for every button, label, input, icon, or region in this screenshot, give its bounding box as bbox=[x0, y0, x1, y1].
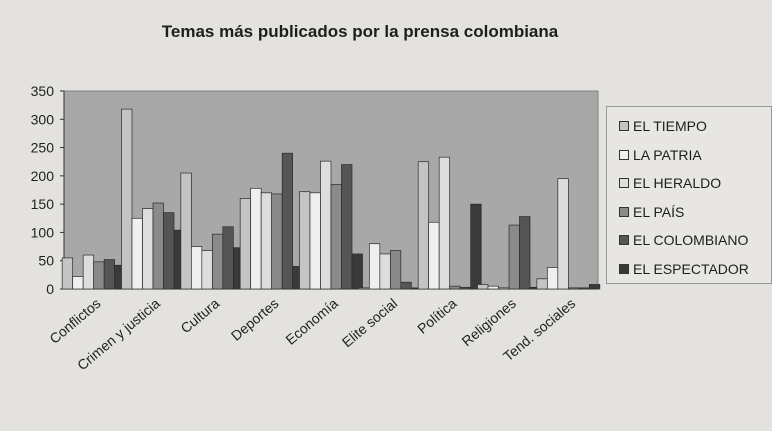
legend-label: EL COLOMBIANO bbox=[633, 232, 749, 248]
legend-label: EL PAÍS bbox=[633, 203, 685, 220]
bar bbox=[438, 156, 451, 290]
bar bbox=[400, 281, 412, 290]
bar bbox=[320, 160, 332, 290]
bar bbox=[222, 226, 234, 290]
legend-swatch bbox=[619, 178, 629, 188]
bar bbox=[309, 192, 321, 290]
bar bbox=[417, 161, 430, 290]
bar bbox=[508, 224, 520, 290]
x-category-label: Política bbox=[414, 295, 460, 337]
legend-label: EL ESPECTADOR bbox=[633, 260, 749, 277]
y-tick-label: 200 bbox=[31, 168, 55, 184]
y-tick-label: 100 bbox=[31, 224, 55, 240]
legend-swatch bbox=[619, 206, 629, 217]
y-tick-label: 50 bbox=[38, 253, 54, 269]
bar bbox=[459, 286, 472, 290]
bar bbox=[121, 108, 133, 290]
bar bbox=[341, 164, 353, 290]
bar bbox=[557, 178, 569, 290]
x-category-label: Elite social bbox=[339, 295, 401, 350]
y-ticks: 0 50 100 150 200 250 300 350 bbox=[31, 83, 64, 297]
legend-item: EL ESPECTADOR bbox=[619, 258, 749, 280]
bar bbox=[93, 261, 105, 290]
bar bbox=[260, 192, 273, 290]
bar bbox=[72, 276, 84, 290]
legend-label: LA PATRIA bbox=[633, 146, 702, 163]
bar bbox=[180, 172, 192, 290]
bar bbox=[61, 257, 74, 290]
bar bbox=[142, 208, 154, 290]
bar bbox=[428, 221, 440, 290]
y-tick-label: 300 bbox=[31, 111, 55, 127]
bar bbox=[163, 212, 175, 290]
bar bbox=[82, 254, 95, 290]
legend-item: LA PATRIA bbox=[619, 144, 702, 166]
bar bbox=[152, 202, 164, 290]
bar bbox=[578, 287, 590, 290]
legend-swatch bbox=[619, 263, 629, 274]
bar bbox=[368, 243, 381, 290]
bar bbox=[131, 217, 143, 290]
bar bbox=[567, 287, 580, 290]
bar bbox=[239, 198, 252, 290]
bar bbox=[330, 183, 342, 290]
bar bbox=[201, 250, 213, 290]
bars bbox=[61, 108, 601, 290]
y-tick-label: 250 bbox=[31, 140, 55, 156]
bar bbox=[477, 284, 489, 290]
y-tick-label: 350 bbox=[31, 83, 55, 99]
bar bbox=[389, 250, 402, 290]
bar bbox=[487, 285, 499, 290]
legend-item: EL TIEMPO bbox=[619, 115, 707, 137]
legend-swatch bbox=[619, 235, 629, 245]
x-category-label: Cultura bbox=[177, 295, 222, 336]
bar bbox=[546, 267, 559, 290]
chart-title: Temas más publicados por la prensa colom… bbox=[161, 22, 559, 41]
x-category-label: Deportes bbox=[228, 295, 282, 344]
bar bbox=[211, 233, 224, 290]
bar bbox=[271, 193, 283, 290]
legend-item: EL HERALDO bbox=[619, 172, 721, 194]
bar bbox=[190, 246, 203, 290]
bar bbox=[588, 284, 601, 290]
bar bbox=[519, 216, 531, 290]
bar bbox=[449, 285, 461, 290]
legend-item: EL PAÍS bbox=[619, 201, 684, 223]
x-category-label: Economía bbox=[282, 295, 341, 348]
legend: EL TIEMPO LA PATRIA EL HERALDO EL PAÍS EL CO… bbox=[606, 106, 772, 284]
x-category-label: Conflictos bbox=[46, 295, 103, 347]
bar bbox=[103, 259, 116, 290]
bar bbox=[358, 287, 370, 290]
y-tick-label: 150 bbox=[31, 196, 55, 212]
legend-swatch bbox=[619, 121, 629, 131]
legend-label: EL TIEMPO bbox=[633, 118, 707, 134]
bar bbox=[498, 287, 510, 290]
x-category-label: Religiones bbox=[459, 295, 519, 349]
bar bbox=[470, 203, 482, 290]
bar bbox=[536, 278, 548, 290]
bar bbox=[281, 152, 294, 290]
bar bbox=[351, 253, 363, 290]
legend-swatch bbox=[619, 149, 629, 160]
bar bbox=[250, 187, 262, 290]
bar bbox=[299, 191, 311, 290]
bar bbox=[379, 253, 391, 290]
y-tick-label: 0 bbox=[46, 281, 54, 297]
legend-item: EL COLOMBIANO bbox=[619, 229, 748, 251]
legend-label: EL HERALDO bbox=[633, 175, 722, 191]
